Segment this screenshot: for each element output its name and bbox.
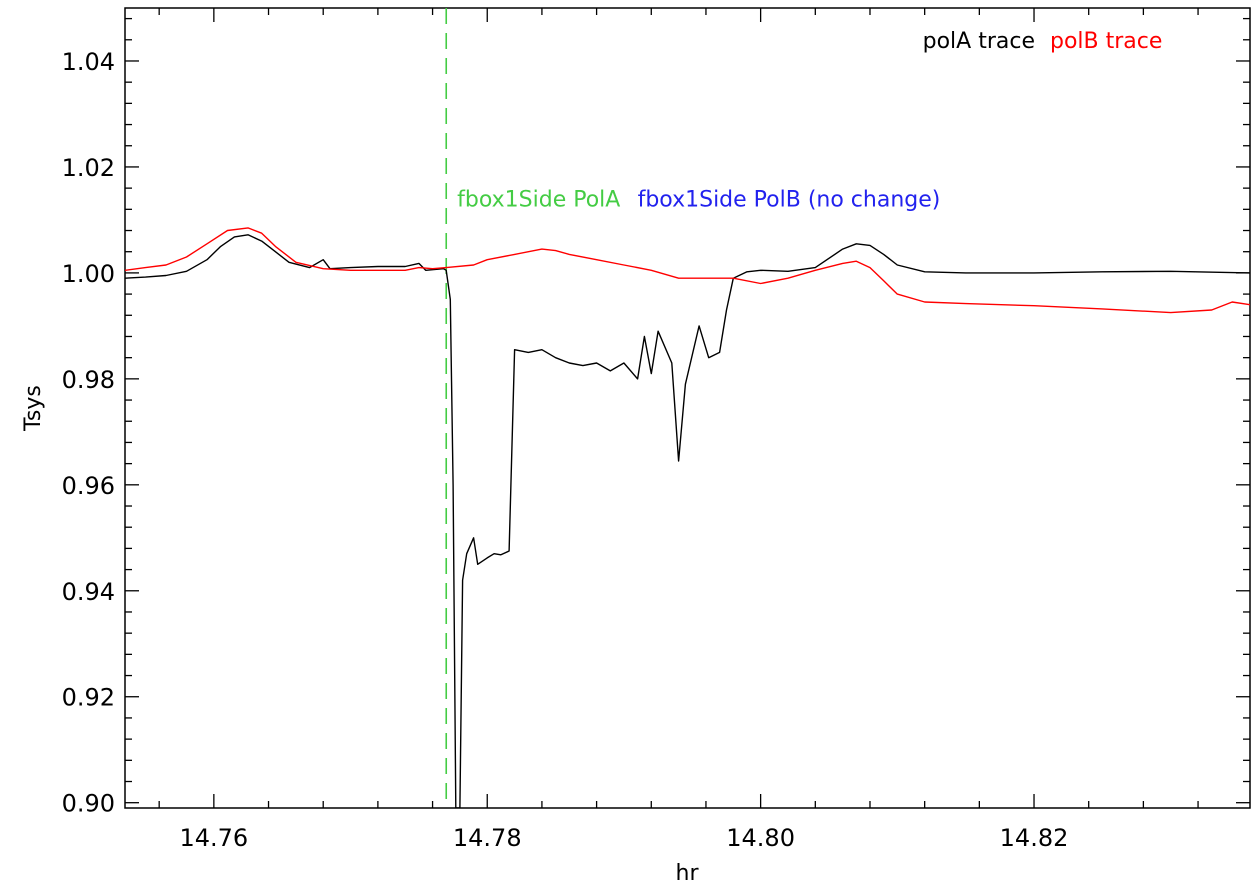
- y-tick-label: 1.02: [62, 154, 115, 182]
- x-tick-label: 14.78: [453, 824, 522, 852]
- y-tick-label: 0.94: [62, 578, 115, 606]
- x-tick-label: 14.76: [179, 824, 248, 852]
- x-axis-title: hr: [676, 861, 700, 886]
- y-tick-label: 0.90: [62, 790, 115, 818]
- y-tick-label: 1.00: [62, 260, 115, 288]
- series-line-polb: [125, 227, 1250, 314]
- chart-legend: polA trace polB trace: [923, 29, 1163, 54]
- chart-annotations: fbox1Side PolA fbox1Side PolB (no change): [457, 188, 940, 213]
- plot-content: [125, 8, 1250, 808]
- axis-ticks: [125, 8, 1250, 808]
- plot-area: [124, 7, 1251, 809]
- legend-entry-pola: polA trace: [923, 29, 1035, 54]
- legend-entry-polb: polB trace: [1050, 29, 1162, 54]
- y-tick-label: 0.96: [62, 472, 115, 500]
- x-tick-label: 14.80: [726, 824, 795, 852]
- chart-annotation: fbox1Side PolB (no change): [638, 188, 941, 213]
- series-line-pola: [125, 234, 1250, 808]
- y-tick-label: 1.04: [62, 48, 115, 76]
- chart-annotation: fbox1Side PolA: [457, 188, 620, 213]
- y-tick-label: 0.92: [62, 684, 115, 712]
- x-tick-label: 14.82: [1000, 824, 1069, 852]
- y-tick-label: 0.98: [62, 366, 115, 394]
- y-axis-title: Tsys: [21, 385, 46, 432]
- axis-tick-labels: 14.76 14.78 14.80 14.82 0.90 0.92 0.94 0.96 0.98…: [62, 48, 1069, 852]
